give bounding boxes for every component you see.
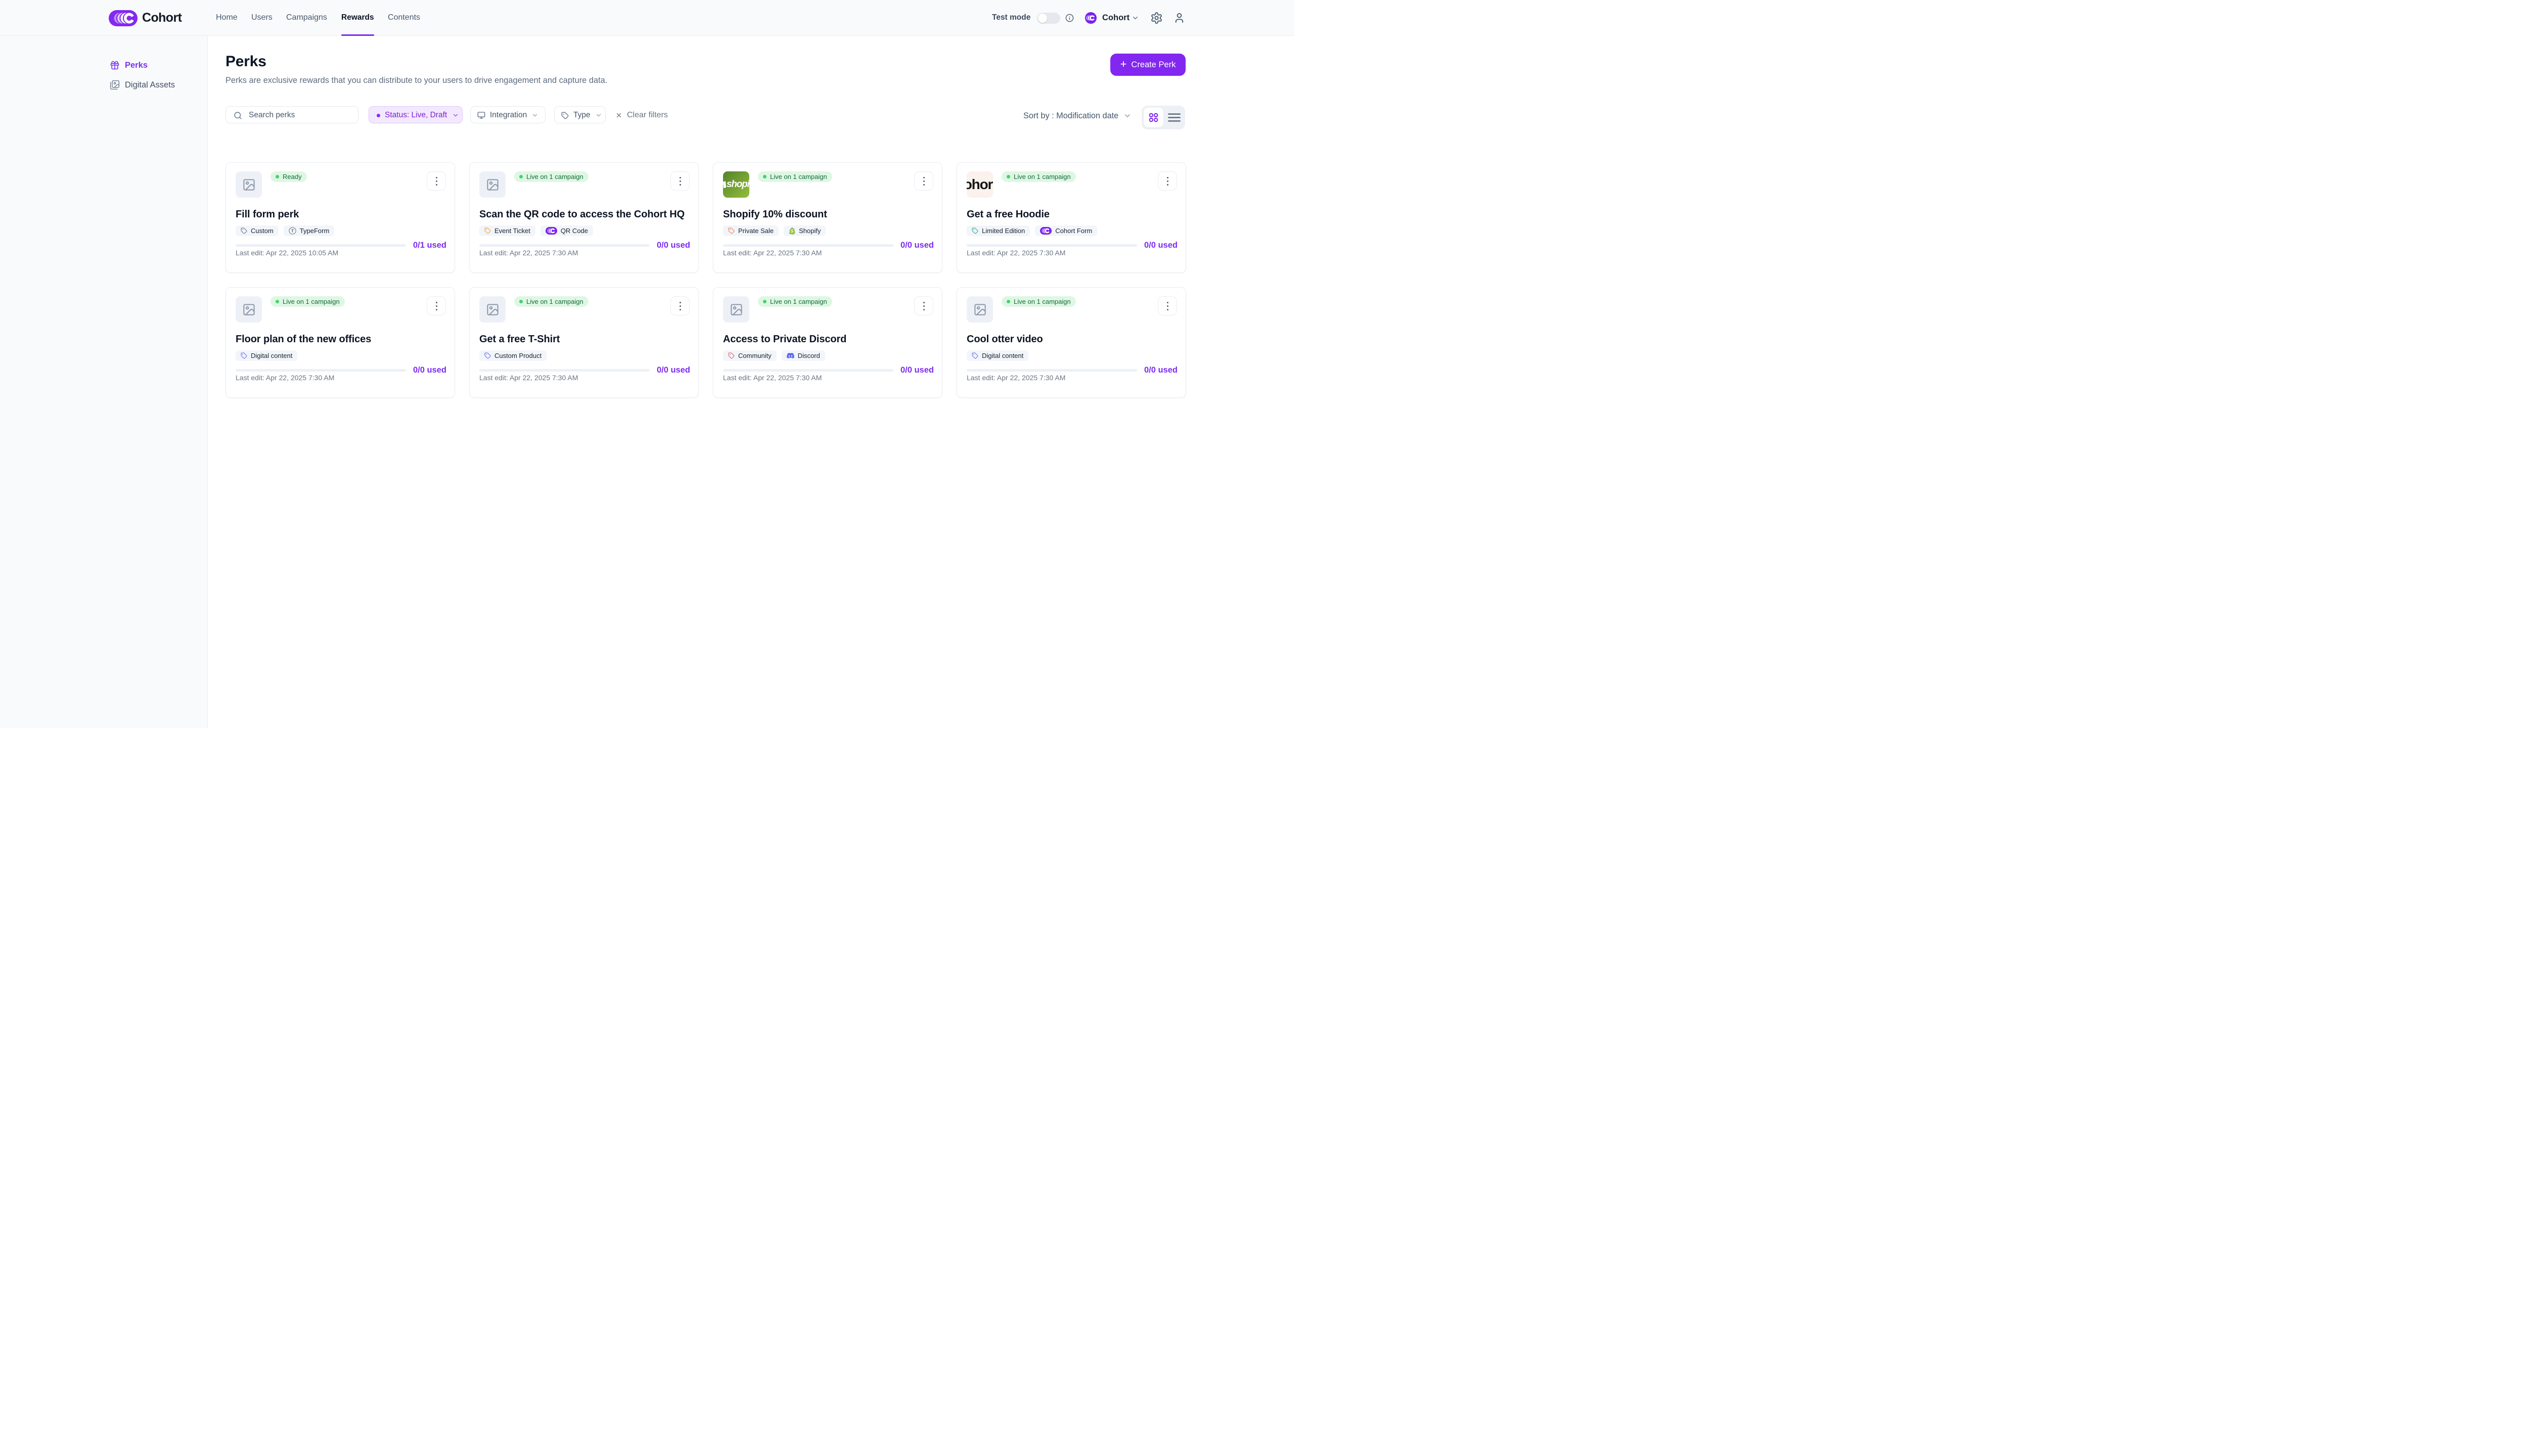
svg-text:S: S: [791, 229, 794, 234]
svg-text:T: T: [291, 228, 294, 233]
